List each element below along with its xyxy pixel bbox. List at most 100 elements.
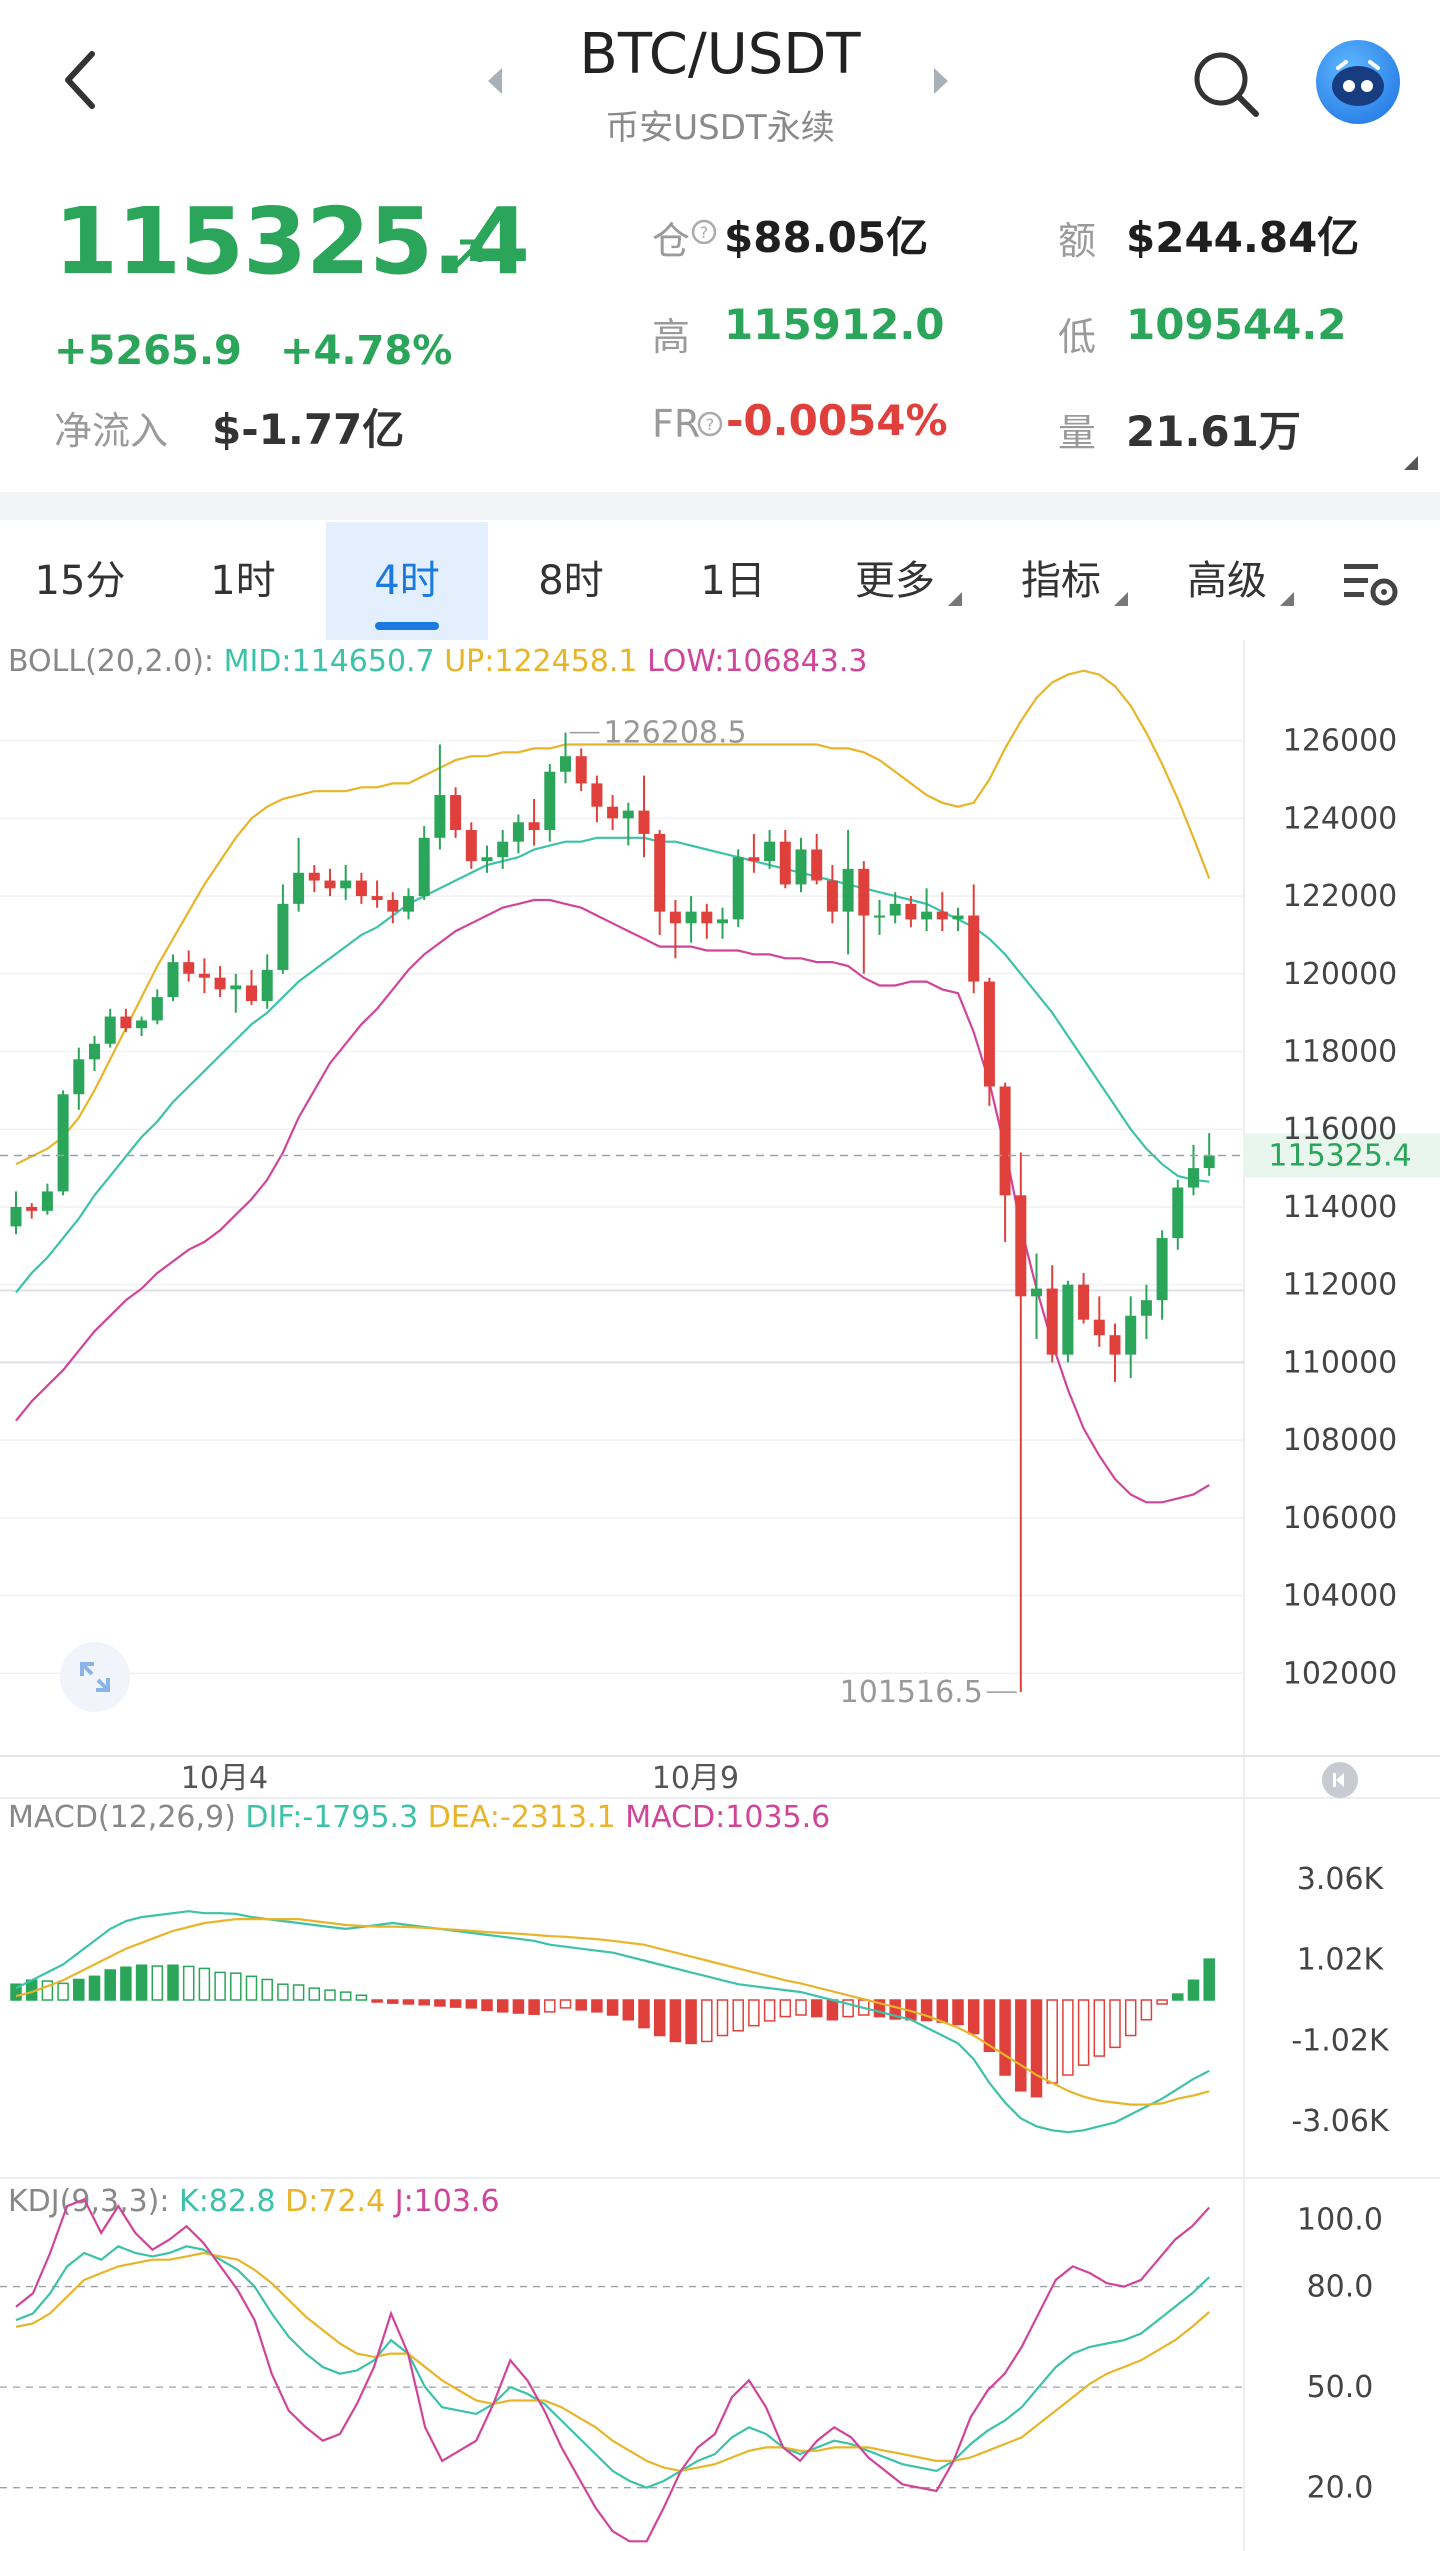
tab-8h[interactable]: 8时 bbox=[538, 558, 604, 604]
macd-dea-line bbox=[15, 1917, 1210, 2106]
top-bar: BTC/USDT 币安USDT永续 bbox=[0, 0, 1440, 180]
macd-histogram-bar bbox=[967, 1999, 980, 2035]
macd-histogram-bar bbox=[669, 1999, 682, 2043]
candle-body bbox=[355, 880, 367, 897]
expand-corner-icon[interactable] bbox=[1402, 454, 1418, 474]
macd-histogram-bar bbox=[653, 1999, 666, 2037]
back-button[interactable] bbox=[50, 40, 110, 120]
boll-name: BOLL(20,2.0): bbox=[8, 644, 215, 679]
macd-dea: DEA:-2313.1 bbox=[427, 1800, 616, 1835]
macd-histogram-bar bbox=[120, 1966, 132, 2001]
kdj-legend: KDJ(9,3,3): K:82.8 D:72.4 J:103.6 bbox=[8, 2184, 500, 2219]
macd-histogram-bar bbox=[104, 1969, 116, 2001]
candle-body bbox=[89, 1043, 100, 1060]
candle-body bbox=[1015, 1195, 1027, 1297]
pair-title[interactable]: BTC/USDT bbox=[579, 22, 861, 87]
macd-histogram-bar bbox=[544, 1999, 556, 2013]
search-button[interactable] bbox=[1188, 46, 1264, 122]
tab-indicators[interactable]: 指标 bbox=[978, 522, 1144, 640]
candle-body bbox=[622, 810, 634, 819]
next-pair-button[interactable] bbox=[930, 66, 952, 100]
candle-body bbox=[246, 985, 257, 1002]
y-tick-label: 104000 bbox=[1283, 1579, 1398, 1614]
macd-histogram-bar bbox=[873, 1999, 886, 2018]
kdj-k-line bbox=[15, 2245, 1210, 2489]
tab-advanced[interactable]: 高级 bbox=[1144, 522, 1310, 640]
macd-histogram-bar bbox=[1046, 1999, 1058, 2084]
high-value: 115912.0 bbox=[724, 300, 945, 349]
high-marker-label: 126208.5 bbox=[604, 716, 747, 751]
candle-body bbox=[41, 1191, 53, 1211]
prev-pair-button[interactable] bbox=[484, 66, 506, 100]
macd-histogram-bar bbox=[496, 1999, 509, 2013]
candle-body bbox=[1062, 1284, 1074, 1355]
net-inflow-value: $-1.77亿 bbox=[212, 405, 405, 454]
low-label: 低 bbox=[1058, 315, 1097, 359]
macd-histogram-bar bbox=[1187, 1979, 1200, 2001]
candle-body bbox=[889, 903, 901, 916]
robot-avatar-icon[interactable] bbox=[1316, 40, 1400, 124]
boll-low: LOW:106843.3 bbox=[647, 644, 868, 679]
candle-body bbox=[136, 1020, 148, 1029]
tab-4h-label: 4时 bbox=[374, 558, 440, 604]
macd-histogram-bar bbox=[198, 1967, 211, 2001]
dropdown-corner-icon bbox=[948, 592, 962, 606]
candle-body bbox=[1156, 1238, 1168, 1301]
scroll-to-latest-button[interactable] bbox=[1322, 1762, 1358, 1798]
chart-settings-button[interactable] bbox=[1340, 554, 1402, 618]
candle-body bbox=[434, 795, 446, 838]
candle-body bbox=[308, 872, 320, 881]
tab-15m[interactable]: 15分 bbox=[34, 558, 126, 604]
macd-histogram-bar bbox=[559, 1999, 572, 2009]
low-value: 109544.2 bbox=[1126, 300, 1347, 349]
candle-body bbox=[952, 915, 964, 920]
tab-more[interactable]: 更多 bbox=[812, 522, 978, 640]
macd-histogram-bar bbox=[826, 1999, 839, 2021]
macd-histogram-bar bbox=[465, 1999, 478, 2009]
y-tick-label: 108000 bbox=[1283, 1423, 1398, 1458]
macd-histogram-bar bbox=[245, 1975, 258, 2001]
candle-body bbox=[214, 977, 226, 990]
macd-histogram-bar bbox=[214, 1971, 226, 2001]
macd-histogram-bar bbox=[701, 1999, 713, 2043]
candle-body bbox=[371, 896, 383, 900]
low-marker-label: 101516.5 bbox=[840, 1675, 983, 1710]
macd-histogram-bar bbox=[10, 1983, 22, 2001]
help-icon[interactable]: ? bbox=[690, 218, 718, 250]
macd-histogram-bar bbox=[1156, 1999, 1168, 2005]
candle-body bbox=[575, 756, 587, 784]
candle-body bbox=[591, 783, 603, 807]
tab-advanced-label: 高级 bbox=[1187, 558, 1267, 604]
fullscreen-button[interactable] bbox=[60, 1642, 130, 1712]
candle-body bbox=[544, 771, 556, 831]
macd-histogram-bar bbox=[308, 1987, 321, 2001]
tab-4h[interactable]: 4时 bbox=[326, 522, 488, 640]
macd-histogram-bar bbox=[1124, 1999, 1137, 2037]
price-change: +5265.9 bbox=[54, 328, 242, 374]
macd-histogram-bar bbox=[371, 1999, 383, 2003]
macd-histogram-bar bbox=[1172, 1993, 1184, 2001]
candle-body bbox=[560, 756, 571, 772]
macd-histogram-bar bbox=[732, 1999, 744, 2032]
y-tick-label: 106000 bbox=[1283, 1501, 1398, 1536]
candle-body bbox=[842, 868, 854, 912]
tab-indicators-label: 指标 bbox=[1021, 558, 1101, 604]
tab-1h[interactable]: 1时 bbox=[210, 558, 276, 604]
macd-histogram-bar bbox=[88, 1975, 101, 2001]
macd-histogram-bar bbox=[57, 1982, 69, 2001]
expand-icon bbox=[80, 1662, 110, 1692]
macd-histogram-bar bbox=[1077, 1999, 1090, 2066]
last-price: 115325.4 bbox=[54, 188, 530, 295]
tab-1d[interactable]: 1日 bbox=[700, 558, 766, 604]
macd-histogram-bar bbox=[936, 1999, 949, 2023]
y-tick-label: 114000 bbox=[1283, 1190, 1398, 1225]
kdj-d: D:72.4 bbox=[285, 2184, 386, 2219]
help-icon[interactable]: ? bbox=[696, 410, 724, 442]
candle-body bbox=[512, 822, 524, 842]
macd-histogram-bar bbox=[622, 1999, 635, 2021]
candle-body bbox=[1031, 1288, 1042, 1297]
macd-histogram-bar bbox=[920, 1999, 933, 2022]
boll-legend: BOLL(20,2.0): MID:114650.7 UP:122458.1 L… bbox=[8, 644, 868, 679]
macd-histogram-bar bbox=[763, 1999, 776, 2022]
